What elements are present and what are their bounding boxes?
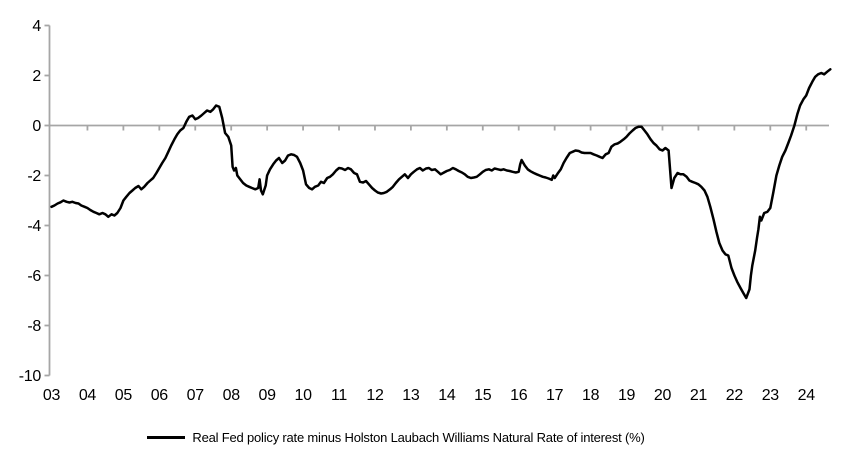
y-axis-tick-label: -4 [27, 218, 41, 235]
x-axis-tick-label: 18 [582, 387, 600, 404]
y-axis-tick-label: -2 [27, 168, 41, 185]
x-axis-tick-label: 04 [79, 387, 97, 404]
x-axis-tick-label: 11 [331, 387, 347, 404]
y-axis-tick-label: 0 [32, 118, 41, 135]
legend-line-sample [147, 436, 186, 439]
x-axis-tick-label: 03 [43, 387, 61, 404]
x-axis-tick-label: 10 [294, 387, 312, 404]
x-axis-tick-label: 12 [366, 387, 384, 404]
x-axis-tick-label: 09 [259, 387, 277, 404]
y-axis-tick-label: 2 [32, 68, 41, 85]
x-axis-tick-label: 16 [510, 387, 528, 404]
x-axis-tick-label: 20 [654, 387, 672, 404]
x-axis-tick-label: 24 [798, 387, 816, 404]
x-axis-tick-label: 17 [546, 387, 564, 404]
x-axis-tick-label: 06 [151, 387, 169, 404]
y-axis-tick-label: -8 [27, 318, 41, 335]
x-axis-tick-label: 05 [115, 387, 133, 404]
x-axis-tick-label: 14 [438, 387, 456, 404]
x-axis-tick-label: 13 [402, 387, 420, 404]
x-axis-tick-label: 23 [762, 387, 780, 404]
y-axis-tick-label: -10 [19, 368, 42, 385]
legend[interactable]: Real Fed policy rate minus Holston Lauba… [0, 430, 822, 445]
x-axis-tick-label: 08 [223, 387, 241, 404]
y-axis-tick-label: -6 [27, 268, 41, 285]
series-line [50, 68, 832, 300]
x-axis-tick-label: 21 [690, 387, 708, 404]
y-axis-tick-label: 4 [32, 18, 41, 35]
legend-label: Real Fed policy rate minus Holston Lauba… [192, 430, 645, 445]
x-axis-tick-label: 15 [474, 387, 492, 404]
x-axis-tick-label: 19 [618, 387, 636, 404]
x-axis-tick-label: 07 [187, 387, 205, 404]
x-axis-tick-label: 22 [726, 387, 744, 404]
